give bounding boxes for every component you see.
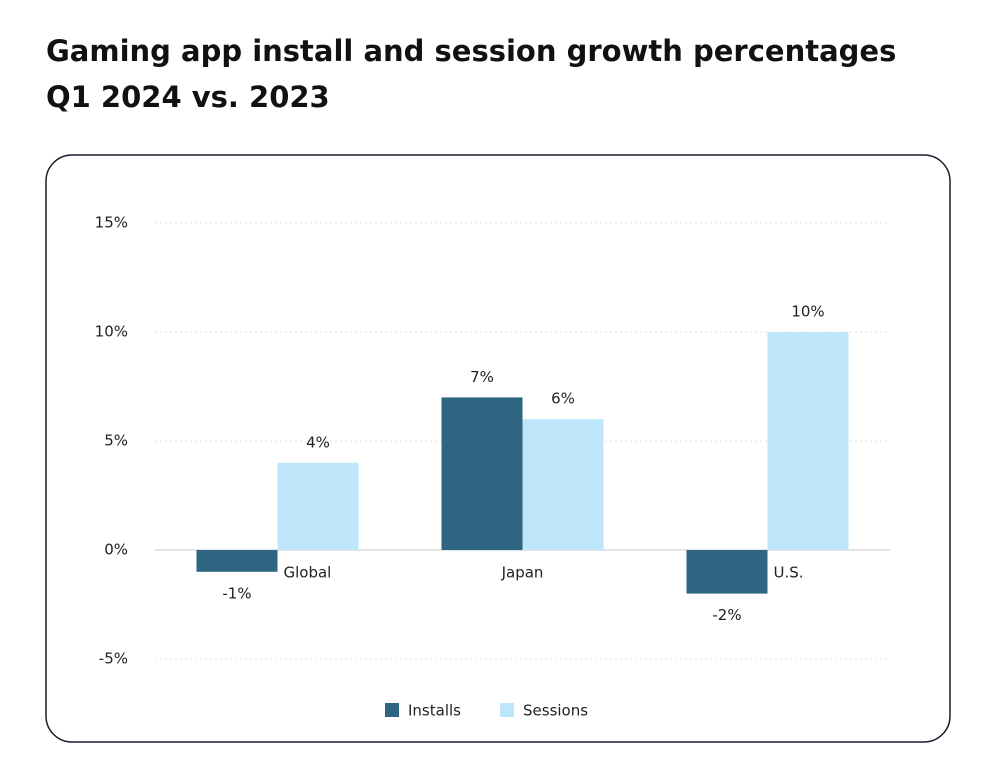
value-label: 4% — [306, 433, 330, 451]
x-tick-label: Global — [284, 564, 332, 582]
y-tick-label: 10% — [95, 323, 128, 341]
x-tick-label: Japan — [501, 564, 544, 582]
legend-swatch — [385, 703, 399, 717]
legend-label: Installs — [408, 702, 461, 720]
card — [45, 154, 951, 743]
y-tick-label: 15% — [95, 214, 128, 232]
y-tick-label: 0% — [104, 541, 128, 559]
legend-label: Sessions — [523, 702, 588, 720]
value-label: -1% — [222, 584, 251, 602]
value-label: 6% — [551, 390, 575, 408]
chart-title: Gaming app install and session growth pe… — [46, 34, 896, 68]
y-tick-label: 5% — [104, 432, 128, 450]
y-tick-label: -5% — [99, 650, 128, 668]
bar — [441, 397, 523, 550]
chart-subtitle: Q1 2024 vs. 2023 — [46, 80, 330, 114]
x-tick-label: U.S. — [774, 564, 804, 582]
bar — [686, 550, 768, 594]
legend-swatch — [500, 703, 514, 717]
bar — [196, 550, 278, 572]
bar — [277, 462, 359, 550]
bar — [767, 332, 849, 550]
bar — [522, 419, 604, 550]
value-label: 10% — [791, 303, 824, 321]
value-label: 7% — [470, 368, 494, 386]
value-label: -2% — [712, 606, 741, 624]
